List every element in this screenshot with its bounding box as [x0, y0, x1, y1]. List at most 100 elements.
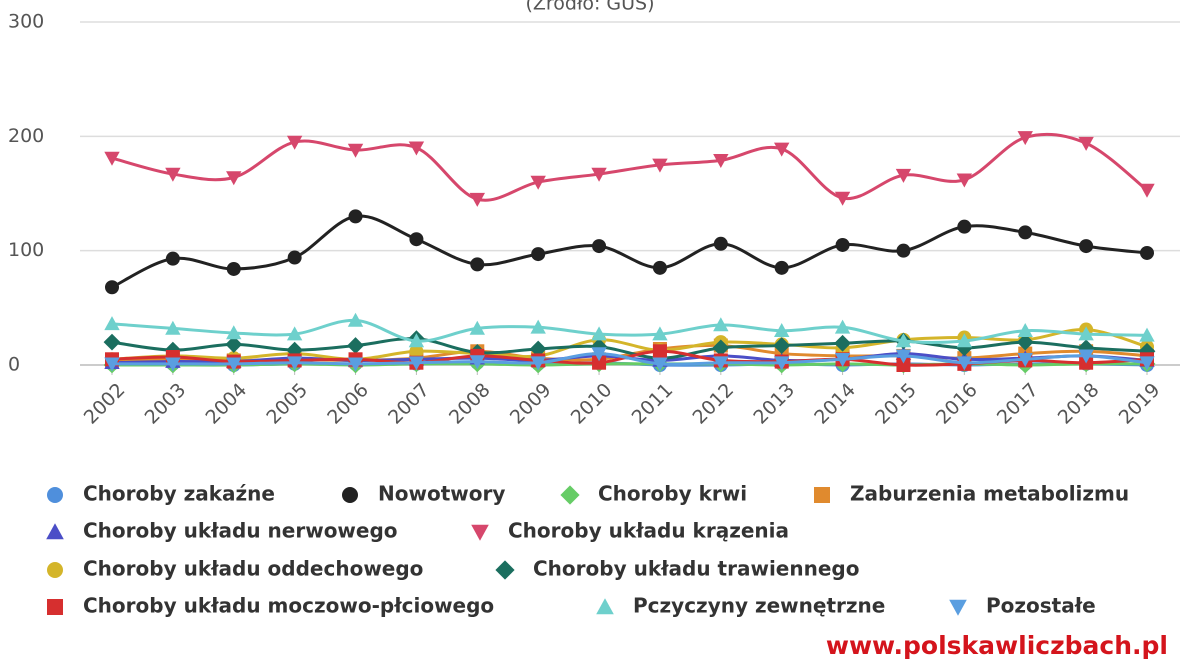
marker	[226, 325, 242, 340]
marker	[591, 167, 607, 182]
watermark: www.polskawliczbach.pl	[826, 631, 1168, 660]
x-tick-label: 2012	[688, 379, 738, 429]
marker	[774, 356, 790, 371]
y-tick-label: 200	[8, 125, 44, 147]
marker	[956, 173, 973, 188]
marker	[1078, 136, 1094, 151]
marker	[774, 142, 790, 157]
x-tick-label: 2002	[80, 379, 130, 429]
marker	[347, 143, 364, 158]
series	[105, 209, 1154, 295]
marker	[287, 250, 302, 265]
x-tick-label: 2016	[932, 379, 982, 429]
x-tick-label: 2014	[810, 379, 860, 429]
legend-marker	[495, 560, 515, 580]
marker	[834, 352, 851, 367]
marker	[470, 257, 485, 272]
marker	[713, 356, 729, 371]
marker	[225, 336, 243, 353]
marker	[834, 191, 851, 206]
legend-label: Nowotwory	[378, 482, 505, 506]
marker	[957, 219, 972, 234]
marker	[652, 344, 667, 359]
marker	[652, 326, 668, 341]
marker	[286, 135, 303, 150]
marker	[591, 326, 607, 341]
marker	[226, 171, 242, 186]
marker	[896, 358, 911, 372]
marker	[592, 239, 607, 254]
marker	[774, 260, 789, 275]
legend-marker	[471, 524, 489, 541]
marker	[347, 357, 364, 372]
marker	[103, 333, 121, 351]
marker	[469, 320, 485, 335]
legend-label: Choroby krwi	[598, 482, 747, 506]
marker	[347, 312, 364, 327]
marker	[652, 158, 668, 173]
legend-label: Choroby układu oddechowego	[83, 557, 423, 581]
marker	[165, 320, 181, 335]
marker	[652, 357, 668, 372]
marker	[1079, 239, 1094, 254]
legend-label: Choroby układu trawiennego	[533, 557, 859, 581]
x-tick-label: 2008	[445, 379, 495, 429]
marker	[104, 357, 120, 372]
marker	[165, 251, 180, 266]
marker	[1017, 131, 1033, 146]
legend-marker	[814, 487, 830, 503]
x-tick-label: 2013	[749, 379, 799, 429]
marker	[956, 333, 973, 348]
marker	[348, 209, 363, 224]
x-tick-label: 2004	[201, 379, 251, 429]
marker	[104, 151, 120, 166]
marker	[347, 337, 364, 354]
x-tick-label: 2003	[141, 379, 191, 429]
marker	[834, 319, 851, 334]
marker	[835, 237, 850, 252]
marker	[1078, 349, 1094, 364]
series	[104, 347, 1155, 372]
legend-marker	[949, 599, 967, 616]
x-tick-label: 2006	[323, 379, 373, 429]
marker	[834, 334, 851, 352]
marker	[1017, 352, 1033, 367]
marker	[286, 356, 303, 371]
x-tick-label: 2010	[567, 379, 617, 429]
marker	[895, 168, 912, 183]
legend-label: Choroby układu moczowo-płciowego	[83, 594, 494, 618]
series-line	[112, 352, 1148, 366]
marker	[165, 167, 181, 182]
y-tick-label: 0	[8, 354, 20, 376]
y-tick-label: 300	[8, 11, 44, 33]
marker	[226, 357, 242, 372]
legend-label: Pozostałe	[986, 594, 1096, 618]
x-tick-label: 2007	[384, 379, 434, 429]
marker	[104, 316, 120, 331]
x-tick-label: 2018	[1054, 379, 1104, 429]
marker	[286, 326, 303, 341]
legend-label: Pczyczyny zewnętrzne	[633, 594, 885, 618]
legend-marker	[560, 485, 580, 505]
marker	[1017, 323, 1033, 337]
marker	[165, 357, 181, 372]
marker	[469, 355, 485, 370]
x-tick-label: 2017	[993, 379, 1043, 429]
x-tick-label: 2005	[262, 379, 312, 429]
marker	[531, 247, 546, 262]
legend-label: Zaburzenia metabolizmu	[850, 482, 1129, 506]
marker	[652, 260, 667, 275]
marker	[713, 154, 729, 169]
marker	[1139, 356, 1155, 371]
marker	[530, 175, 546, 190]
marker	[409, 232, 424, 247]
legend-marker	[47, 562, 63, 578]
series	[104, 131, 1155, 207]
marker	[713, 236, 728, 251]
x-tick-label: 2015	[871, 379, 921, 429]
marker	[408, 333, 425, 348]
marker	[469, 192, 485, 207]
marker	[1140, 245, 1154, 260]
marker	[530, 356, 546, 371]
marker	[895, 349, 912, 364]
